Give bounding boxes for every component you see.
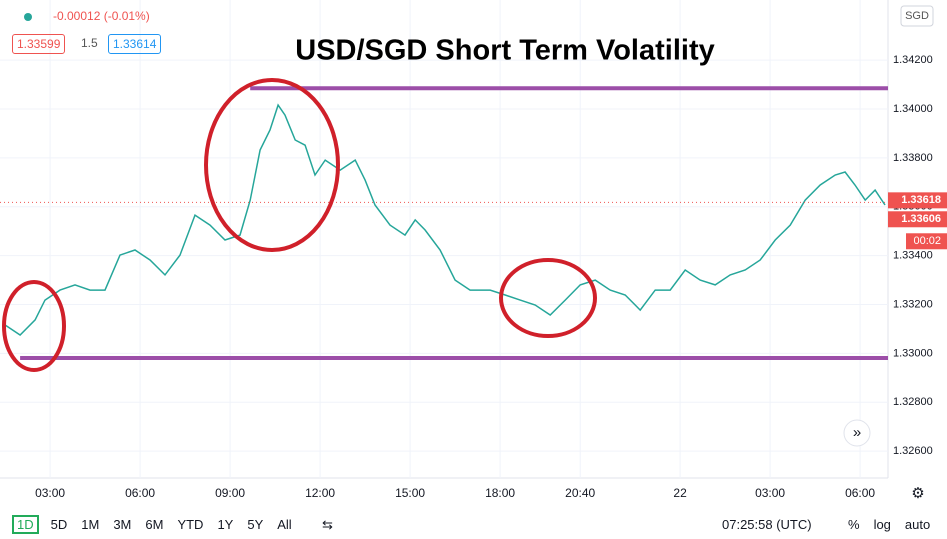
clock: 07:25:58 (UTC) <box>722 517 812 532</box>
price-axis <box>888 0 947 510</box>
currency[interactable]: SGD <box>905 10 929 22</box>
spread: 1.5 <box>81 36 98 50</box>
y-tick-label: 1.33800 <box>893 152 933 164</box>
scale-option[interactable]: auto <box>904 517 931 532</box>
range-bar: 1D 5D 1M 3M 6M YTD 1Y 5Y All <box>12 510 292 539</box>
price-tag <box>888 211 947 228</box>
price-line <box>4 103 886 336</box>
scroll-icon[interactable]: » <box>853 424 861 441</box>
price-tag-label: 1.33606 <box>901 213 941 225</box>
y-tick-label: 1.34000 <box>893 103 933 115</box>
scale-options: % log auto <box>848 510 944 539</box>
y-tick-label: 1.33200 <box>893 298 933 310</box>
x-tick-label: 20:40 <box>565 486 595 500</box>
x-tick-label: 15:00 <box>395 486 425 500</box>
ask-price[interactable]: 1.33614 <box>108 34 162 54</box>
range-button[interactable]: 1D <box>12 515 39 534</box>
range-button[interactable]: YTD <box>177 517 204 532</box>
range-button[interactable]: 5D <box>50 517 68 532</box>
currency-box[interactable] <box>900 5 934 27</box>
highlight-circle <box>2 280 66 372</box>
highlight-circle <box>204 78 340 252</box>
x-tick-label: 09:00 <box>215 486 245 500</box>
range-button[interactable]: 1Y <box>217 517 234 532</box>
range-button[interactable]: 3M <box>113 517 132 532</box>
countdown-box <box>906 233 947 250</box>
y-tick-label: 1.32600 <box>893 445 933 457</box>
compare-icon[interactable]: ⇆ <box>322 516 333 532</box>
x-tick-label: 06:00 <box>125 486 155 500</box>
status-dot <box>24 13 32 21</box>
range-button[interactable]: All <box>277 517 292 532</box>
x-tick-label: 22 <box>673 486 687 500</box>
x-tick-label: 03:00 <box>35 486 65 500</box>
bid-price[interactable]: 1.33599 <box>12 34 66 54</box>
price-tag <box>888 192 947 209</box>
scroll-button[interactable] <box>843 419 871 447</box>
y-tick-label: 1.33400 <box>893 250 933 262</box>
countdown: 00:02 <box>913 235 941 247</box>
chart: USD/SGD Short Term Volatility SGD -0.000… <box>0 0 947 510</box>
range-button[interactable]: 1M <box>81 517 100 532</box>
x-tick-label: 03:00 <box>755 486 785 500</box>
y-tick-label: 1.34200 <box>893 54 933 66</box>
range-button[interactable]: 6M <box>145 517 164 532</box>
y-tick-label: 1.32800 <box>893 396 933 408</box>
scale-option[interactable]: log <box>873 517 891 532</box>
scale-option[interactable]: % <box>848 517 860 532</box>
y-tick-label: 1.33000 <box>893 347 933 359</box>
price-tag-label: 1.33618 <box>901 194 941 206</box>
x-tick-label: 06:00 <box>845 486 875 500</box>
range-button[interactable]: 5Y <box>247 517 264 532</box>
settings-icon[interactable]: ⚙ <box>911 485 924 502</box>
x-tick-label: 18:00 <box>485 486 515 500</box>
highlight-circle <box>499 258 597 338</box>
price-change: -0.00012 (-0.01%) <box>53 9 150 23</box>
x-tick-label: 12:00 <box>305 486 335 500</box>
chart-title: USD/SGD Short Term Volatility <box>295 35 714 67</box>
